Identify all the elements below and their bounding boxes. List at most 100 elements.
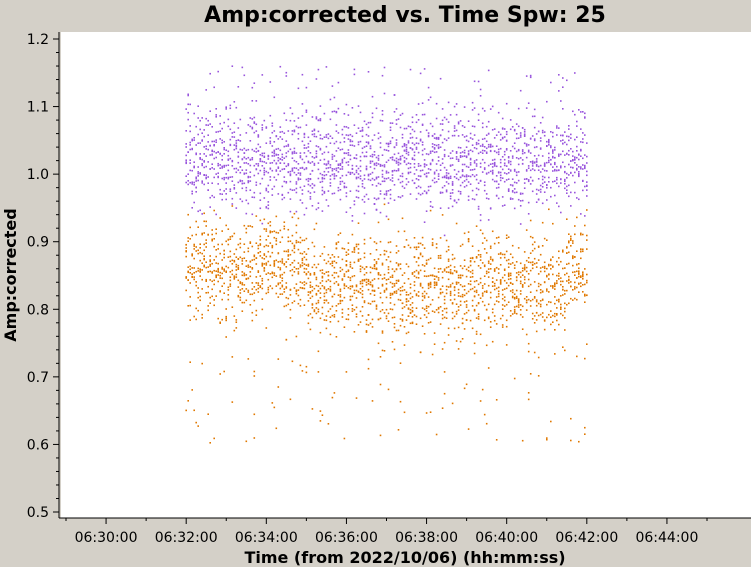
data-point [511,296,514,299]
data-point [381,110,384,112]
data-point [289,253,292,256]
data-point [239,299,242,301]
data-point [519,271,522,274]
data-point [407,331,410,334]
data-point [203,183,205,186]
data-point [199,247,201,249]
data-point [229,107,232,110]
data-point [231,306,234,308]
data-point [285,152,288,154]
data-point [487,143,490,146]
data-point [479,259,482,261]
data-point [393,348,396,351]
data-point [349,133,352,136]
data-point [215,276,217,279]
data-point [417,295,420,297]
data-point [564,302,566,305]
data-point [379,274,382,276]
data-point [211,271,213,273]
data-point [199,259,201,262]
data-point [295,210,298,213]
data-point [257,271,260,273]
data-point [471,109,474,111]
data-point [479,166,482,168]
data-point [329,142,332,144]
data-point [389,302,392,304]
data-point [319,410,322,412]
data-point [191,181,193,183]
data-point [321,252,324,255]
data-point [211,154,213,156]
data-point [499,317,502,320]
data-point [429,152,432,154]
data-point [239,256,242,259]
data-point [325,199,328,201]
data-point [493,164,496,166]
data-point [245,132,248,134]
data-point [345,192,348,194]
data-point [337,275,340,278]
data-point [533,297,536,299]
data-point [483,137,486,140]
data-point [451,134,454,137]
data-point [227,125,230,128]
data-point [527,180,530,183]
data-point [393,94,396,96]
data-point [441,348,444,350]
data-point [537,302,540,305]
data-point [233,253,236,255]
data-point [249,171,252,173]
data-point [279,131,282,133]
data-point [353,331,356,333]
data-point [379,183,382,186]
data-point [531,318,534,320]
data-point [487,284,490,287]
data-point [333,155,336,157]
data-point [507,275,510,278]
data-point [439,123,442,125]
data-point [371,300,374,303]
data-point [437,173,440,175]
data-point [319,118,322,120]
data-point [501,293,504,296]
data-point [307,263,310,266]
data-point [349,154,352,157]
data-point [501,304,504,306]
data-point [543,191,546,193]
data-point [245,274,248,276]
data-point [309,272,312,275]
data-point [297,169,300,171]
data-point [489,146,492,148]
data-point [477,113,480,116]
data-point [273,141,276,143]
data-point [273,149,276,152]
data-point [554,146,556,149]
data-point [313,309,316,311]
data-point [331,153,334,156]
data-point [301,202,304,204]
data-point [255,314,258,316]
data-point [552,155,554,158]
data-point [325,174,328,176]
data-point [197,171,199,173]
data-point [295,335,298,338]
data-point [337,164,340,166]
data-point [433,144,436,146]
data-point [195,250,197,252]
data-point [203,166,205,169]
data-point [327,288,330,290]
data-point [229,176,232,178]
data-point [501,156,504,158]
data-point [491,308,494,310]
data-point [580,250,582,253]
data-point [477,152,480,155]
data-point [558,90,560,92]
data-point [554,161,556,164]
data-point [497,286,500,289]
data-point [401,318,404,321]
data-point [389,122,392,124]
data-point [554,285,556,288]
data-point [303,287,306,290]
data-point [247,175,250,178]
data-point [393,199,396,201]
